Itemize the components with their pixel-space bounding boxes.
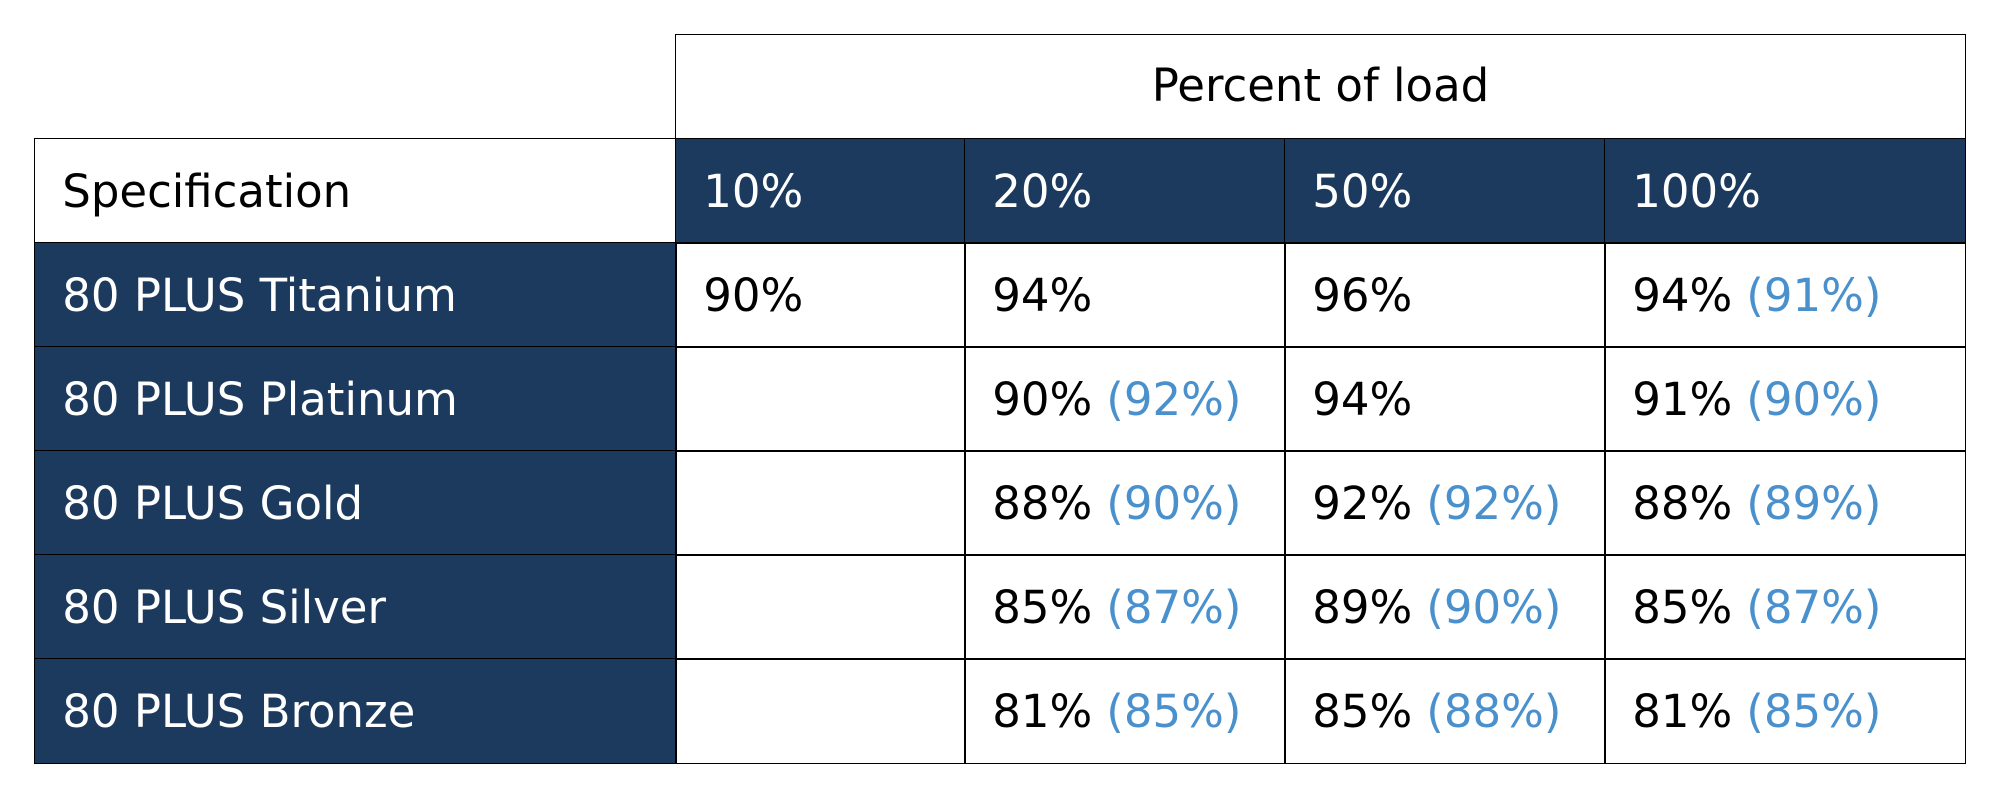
efficiency-value: 81% (1632, 684, 1733, 738)
alt-efficiency-value: (87%) (1746, 580, 1882, 634)
spec-label: 80 PLUS Gold (34, 450, 677, 556)
spec-label: 80 PLUS Titanium (34, 242, 677, 348)
efficiency-cell-20: 90% (92%) (964, 346, 1286, 452)
efficiency-cell-10 (675, 346, 966, 452)
efficiency-value: 96% (1312, 268, 1413, 322)
efficiency-cell-100: 85% (87%) (1604, 554, 1966, 660)
alt-efficiency-value: (85%) (1106, 684, 1242, 738)
spec-label: 80 PLUS Bronze (34, 658, 677, 764)
load-header-100: 100% (1604, 138, 1966, 244)
efficiency-cell-100: 91% (90%) (1604, 346, 1966, 452)
efficiency-cell-50: 96% (1284, 242, 1606, 348)
efficiency-value: 90% (703, 268, 804, 322)
efficiency-value: 85% (1632, 580, 1733, 634)
efficiency-value: 94% (1632, 268, 1733, 322)
alt-efficiency-value: (90%) (1106, 476, 1242, 530)
efficiency-value: 85% (1312, 684, 1413, 738)
efficiency-cell-20: 85% (87%) (964, 554, 1286, 660)
efficiency-value: 88% (992, 476, 1093, 530)
efficiency-cell-50: 92% (92%) (1284, 450, 1606, 556)
efficiency-cell-10: 90% (675, 242, 966, 348)
alt-efficiency-value: (85%) (1746, 684, 1882, 738)
efficiency-cell-50: 89% (90%) (1284, 554, 1606, 660)
alt-efficiency-value: (90%) (1426, 580, 1562, 634)
alt-efficiency-value: (90%) (1746, 372, 1882, 426)
efficiency-cell-20: 94% (964, 242, 1286, 348)
table-corner-spacer (34, 34, 677, 140)
alt-efficiency-value: (92%) (1106, 372, 1242, 426)
spec-label: 80 PLUS Silver (34, 554, 677, 660)
efficiency-value: 85% (992, 580, 1093, 634)
efficiency-cell-10 (675, 658, 966, 764)
efficiency-cell-100: 81% (85%) (1604, 658, 1966, 764)
load-header-10: 10% (675, 138, 966, 244)
alt-efficiency-value: (91%) (1746, 268, 1882, 322)
load-header-50: 50% (1284, 138, 1606, 244)
efficiency-value: 92% (1312, 476, 1413, 530)
efficiency-table: Percent of load Specification 10% 20% 50… (34, 34, 1966, 764)
efficiency-cell-10 (675, 450, 966, 556)
efficiency-value: 88% (1632, 476, 1733, 530)
efficiency-value: 90% (992, 372, 1093, 426)
efficiency-cell-100: 94% (91%) (1604, 242, 1966, 348)
load-header-20: 20% (964, 138, 1286, 244)
efficiency-value: 94% (1312, 372, 1413, 426)
efficiency-cell-20: 81% (85%) (964, 658, 1286, 764)
efficiency-cell-50: 94% (1284, 346, 1606, 452)
efficiency-cell-20: 88% (90%) (964, 450, 1286, 556)
efficiency-value: 89% (1312, 580, 1413, 634)
efficiency-value: 91% (1632, 372, 1733, 426)
percent-of-load-header: Percent of load (675, 34, 1966, 140)
spec-label: 80 PLUS Platinum (34, 346, 677, 452)
specification-header: Specification (34, 138, 677, 244)
efficiency-cell-10 (675, 554, 966, 660)
efficiency-value: 94% (992, 268, 1093, 322)
efficiency-value: 81% (992, 684, 1093, 738)
efficiency-cell-100: 88% (89%) (1604, 450, 1966, 556)
alt-efficiency-value: (89%) (1746, 476, 1882, 530)
alt-efficiency-value: (92%) (1426, 476, 1562, 530)
alt-efficiency-value: (87%) (1106, 580, 1242, 634)
efficiency-cell-50: 85% (88%) (1284, 658, 1606, 764)
alt-efficiency-value: (88%) (1426, 684, 1562, 738)
